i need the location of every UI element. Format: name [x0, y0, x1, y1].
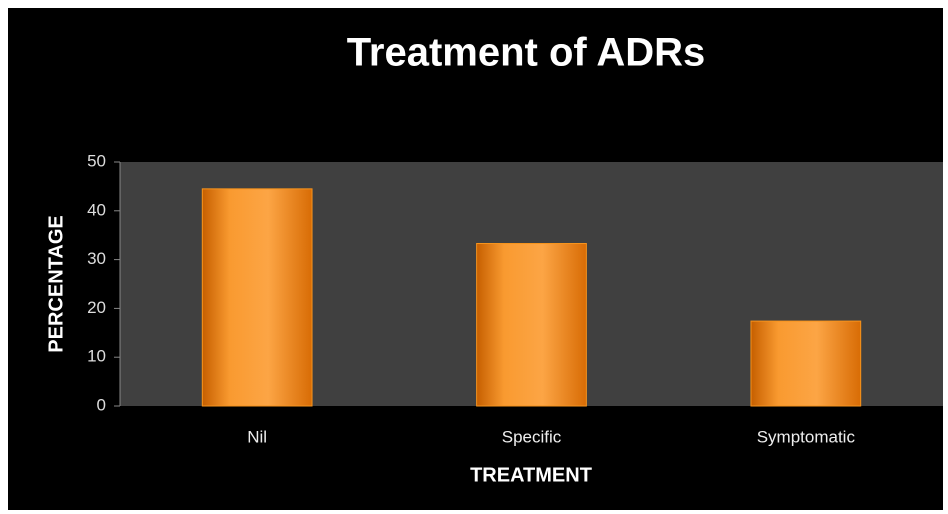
x-axis-label: TREATMENT [470, 464, 592, 486]
y-tick-label: 40 [87, 200, 106, 219]
bar [201, 188, 313, 407]
y-axis-label: PERCENTAGE [45, 215, 67, 352]
y-tick-label: 10 [87, 347, 106, 366]
y-tick-label: 20 [87, 298, 106, 317]
x-tick-label: Specific [502, 427, 562, 446]
y-tick-label: 50 [87, 151, 106, 170]
bar [750, 320, 862, 407]
x-tick-label: Symptomatic [757, 427, 856, 446]
bar [476, 242, 587, 407]
chart-title: Treatment of ADRs [347, 31, 706, 75]
x-tick-label: Nil [247, 427, 267, 446]
y-tick-label: 0 [97, 395, 106, 414]
y-tick-label: 30 [87, 249, 106, 268]
